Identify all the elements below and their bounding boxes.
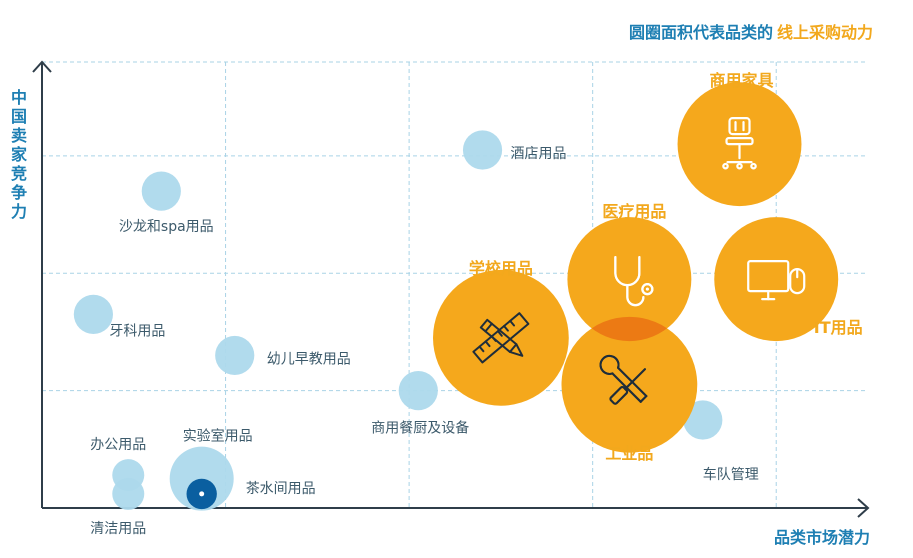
minor-bubble [73,294,113,334]
minor-bubble [215,335,255,376]
point-label: 学校用品 [469,259,533,278]
minor-bubble [398,371,438,411]
y-axis-title-char: 争 [11,183,27,202]
point-label: 沙龙和spa用品 [119,219,214,235]
point-label: 医疗用品 [602,202,666,221]
y-axis-title-char: 卖 [11,126,27,145]
minor-bubble [462,130,503,170]
point-label: 清洁用品 [90,521,146,537]
point-label: 酒店用品 [511,146,567,162]
point-label: 办公用品 [90,437,146,453]
minor-bubble [169,446,234,511]
y-axis-title-char: 竞 [11,164,27,183]
major-bubble [714,217,839,342]
bubble-商用家具 [677,82,802,207]
y-axis-title-char: 家 [11,145,28,164]
bubble-牙科用品 [73,294,113,334]
point-label: 工业品 [605,444,653,463]
y-axis-title-char: 中 [11,88,27,107]
title-main: 圆圈面积代表品类的 [629,23,773,42]
bubble-幼儿早教用品 [215,335,255,376]
y-axis-title-char: 力 [11,202,27,221]
y-axis-title-char: 国 [11,107,27,126]
bubble-茶水间用品 [186,478,217,510]
bubble-酒店用品 [462,130,503,170]
point-label: 茶水间用品 [246,481,316,497]
bubble-商用餐厨及设备 [398,371,438,411]
chart-title: 圆圈面积代表品类的 线上采购动力 [629,23,873,42]
bubble-清洁用品 [112,477,145,510]
x-axis-arrow-icon [857,498,870,518]
computer-mouse-icon [747,260,806,301]
accent-dot [199,491,205,497]
bubble-icons-top [599,256,654,405]
point-label: 实验室用品 [183,428,253,445]
pencil-ruler-icon [472,312,530,364]
point-label: IT用品 [814,318,863,337]
bubble-layer [73,82,839,511]
major-bubble [433,269,569,406]
axes [32,60,870,518]
point-label: 商用家具 [710,71,774,90]
wrench-screwdriver-icon [599,354,648,405]
bubble-学校用品 [433,269,569,406]
minor-bubble [683,400,723,440]
y-axis-arrow-icon [32,60,52,73]
point-label: 牙科用品 [109,323,165,339]
point-label: 商用餐厨及设备 [371,420,469,437]
bubble-车队管理 [683,400,723,440]
stethoscope-icon [614,256,654,307]
x-axis-title: 品类市场潜力 [774,528,870,547]
minor-bubble [141,171,181,211]
point-label: 幼儿早教用品 [267,351,351,367]
major-bubble [567,217,692,342]
bubble-沙龙和spa用品 [141,171,181,211]
bubble-实验室用品 [169,446,234,511]
office-chair-icon [722,117,757,170]
title-highlight: 线上采购动力 [777,23,873,42]
minor-bubble [112,477,145,510]
point-label: 车队管理 [703,466,759,483]
y-axis-title: 中国卖家竞争力 [11,88,28,221]
bubble-IT用品 [714,217,839,342]
